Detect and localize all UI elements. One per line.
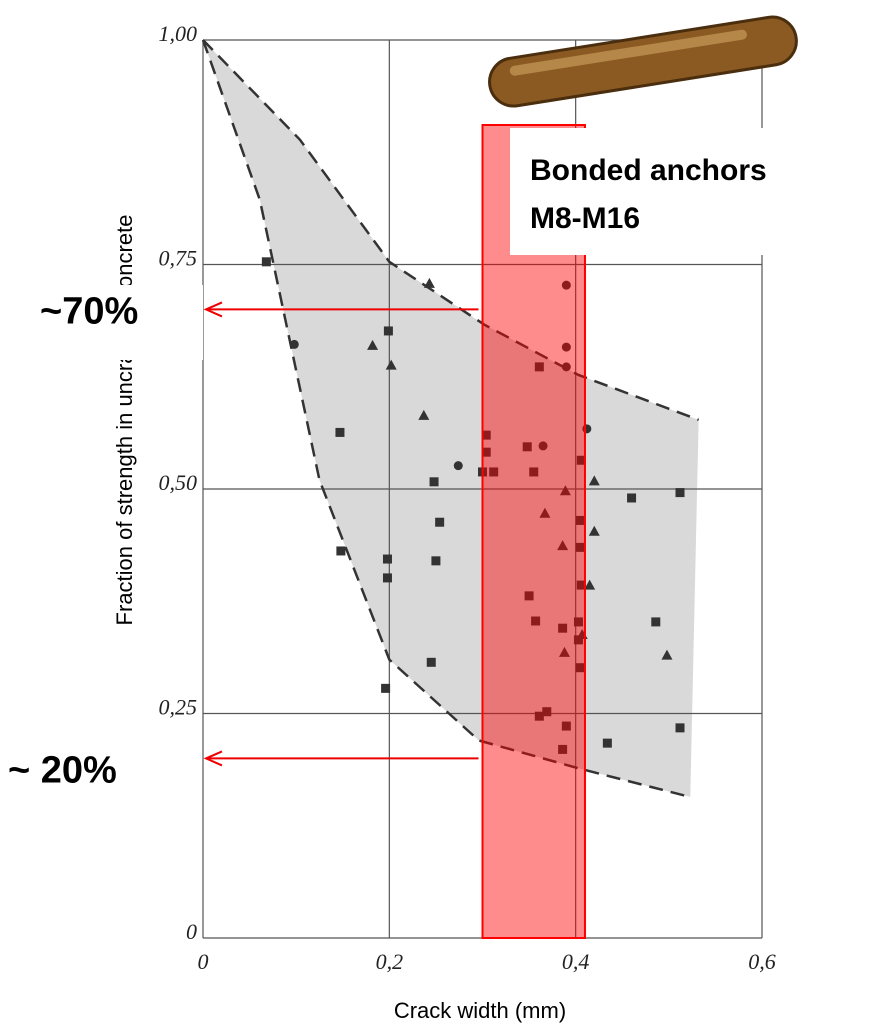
y-tick-label: 0,25 (159, 695, 198, 720)
x-tick-label: 0,6 (748, 949, 776, 974)
x-tick-label: 0,2 (376, 949, 404, 974)
anchor-image (486, 14, 800, 110)
callout-line: M8-M16 (530, 202, 640, 235)
point (427, 658, 436, 667)
point (424, 278, 435, 288)
y-tick-label: 0,75 (159, 246, 198, 271)
chart: Crack width (mm) Fraction of strength in… (0, 0, 888, 1030)
point (430, 477, 439, 486)
callout-line: Bonded anchors (530, 154, 767, 187)
y-tick-label: 0,50 (159, 470, 198, 495)
point (431, 556, 440, 565)
x-tick-label: 0,4 (562, 949, 590, 974)
x-tick-label: 0 (198, 949, 209, 974)
point (603, 739, 612, 748)
point (336, 546, 345, 555)
point (676, 723, 685, 732)
point (381, 684, 390, 693)
point (262, 257, 271, 266)
point (383, 573, 392, 582)
point (290, 340, 299, 349)
point (454, 461, 463, 470)
callout-box (510, 128, 800, 255)
point (676, 488, 685, 497)
x-axis-title: Crack width (mm) (394, 998, 566, 1023)
y-axis-title: Fraction of strength in uncracked concre… (112, 215, 137, 626)
point (627, 493, 636, 502)
annotation-label: ~70% (40, 290, 138, 332)
anchor-capsule (486, 14, 800, 110)
point (384, 326, 393, 335)
point (651, 617, 660, 626)
point (335, 428, 344, 437)
annotation-label: ~ 20% (8, 749, 117, 791)
point (383, 555, 392, 564)
point (435, 518, 444, 527)
y-tick-label: 0 (186, 919, 197, 944)
y-tick-label: 1,00 (159, 21, 198, 46)
